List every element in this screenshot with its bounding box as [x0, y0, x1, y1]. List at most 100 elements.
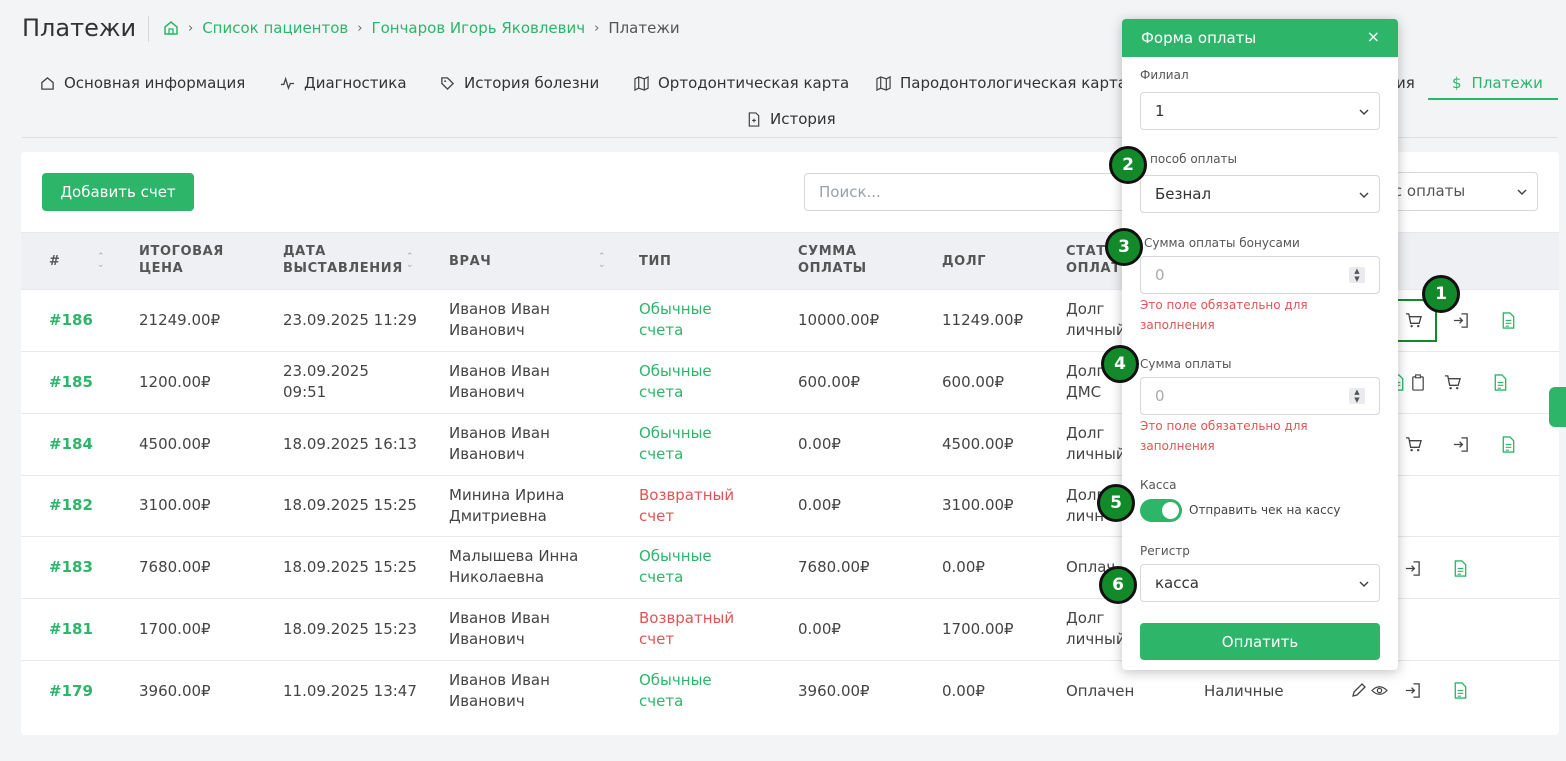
doctor-name: Иванов Иван Иванович [449, 300, 550, 339]
tab-label: История [770, 110, 836, 128]
tab-orthodontic-chart[interactable]: Ортодонтическая карта [634, 72, 849, 94]
pay-button[interactable]: Оплатить [1140, 623, 1380, 660]
step-badge-4: 4 [1101, 345, 1139, 383]
invoice-id-link[interactable]: #184 [49, 434, 93, 453]
search-input[interactable]: Поиск... [804, 173, 1134, 211]
home-icon[interactable] [163, 20, 179, 36]
invoice-id-link[interactable]: #183 [49, 557, 93, 576]
debt-amount: 0.00₽ [942, 681, 985, 700]
invoice-id-link[interactable]: #186 [49, 310, 93, 329]
col-header-debt: ДОЛГ [942, 254, 987, 269]
amount-label: Сумма оплаты [1140, 357, 1232, 371]
col-header-doctor[interactable]: ВРАЧ [449, 254, 492, 269]
document-icon[interactable] [1501, 312, 1519, 330]
tab-diagnostics[interactable]: Диагностика [280, 72, 407, 94]
map-icon [876, 75, 891, 91]
register-select[interactable]: касса [1140, 564, 1380, 602]
sort-icon[interactable]: ⌃ ⌄ [598, 252, 606, 270]
tab-label: Пародонтологическая карта [900, 74, 1127, 92]
payment-status: Долг личн [1066, 485, 1105, 525]
login-icon[interactable] [1404, 560, 1422, 578]
amount-error-message: Это поле обязательно для заполнения [1140, 419, 1308, 453]
tab-label: Диагностика [304, 74, 407, 92]
cart-icon[interactable] [1405, 436, 1423, 454]
col-header-number[interactable]: # [49, 254, 61, 269]
chevron-down-icon [1517, 189, 1527, 196]
breadcrumb-patient-link[interactable]: Гончаров Игорь Яковлевич [371, 19, 586, 37]
payment-status: Долг личный [1066, 300, 1126, 339]
invoice-id-link[interactable]: #185 [49, 372, 93, 391]
number-stepper-icon[interactable]: ▲ ▼ [1349, 267, 1365, 283]
tab-hidden[interactable]: ия [1396, 72, 1415, 94]
invoice-id-link[interactable]: #179 [49, 681, 93, 700]
document-icon[interactable] [1453, 560, 1471, 578]
payment-method-select[interactable]: Безнал [1140, 175, 1380, 213]
tag-icon [441, 76, 455, 90]
clipboard-icon[interactable] [1411, 374, 1429, 392]
chevron-down-icon [1359, 192, 1369, 199]
debt-amount: 1700.00₽ [942, 619, 1014, 638]
branch-label: Филиал [1140, 68, 1189, 82]
chevron-right-icon: › [594, 20, 600, 36]
login-icon[interactable] [1452, 312, 1470, 330]
edit-icon[interactable] [1351, 682, 1369, 700]
login-icon[interactable] [1452, 436, 1470, 454]
breadcrumb-patients-link[interactable]: Список пациентов [202, 19, 349, 37]
doctor-name: Иванов Иван Иванович [449, 362, 550, 401]
amount-input[interactable]: 0 ▲ ▼ [1140, 377, 1380, 415]
col-header-date[interactable]: ДАТА ВЫСТАВЛЕНИЯ [283, 244, 403, 276]
step-badge-3: 3 [1105, 228, 1143, 266]
paid-amount: 3960.00₽ [798, 681, 870, 700]
invoice-id-link[interactable]: #182 [49, 496, 93, 514]
invoice-id-link[interactable]: #181 [49, 619, 93, 638]
tab-periodontal-chart[interactable]: Пародонтологическая карта [876, 72, 1127, 94]
invoice-type: Обычные счета [639, 547, 712, 586]
cart-icon[interactable] [1405, 312, 1423, 330]
tab-main-info[interactable]: Основная информация [40, 72, 245, 94]
invoice-type: Обычные счета [639, 671, 712, 710]
tab-label: Ортодонтическая карта [658, 74, 850, 92]
cart-icon[interactable] [1444, 374, 1462, 392]
step-badge-5: 5 [1097, 484, 1135, 522]
map-icon [634, 75, 649, 91]
send-receipt-toggle[interactable] [1140, 499, 1182, 522]
sort-icon[interactable]: ⌃ ⌄ [97, 252, 105, 270]
home-icon [41, 76, 54, 90]
add-invoice-button[interactable]: Добавить счет [42, 173, 194, 211]
payment-method-value: Безнал [1155, 185, 1212, 203]
table-row [21, 475, 1559, 536]
table-row [21, 536, 1559, 598]
branch-value: 1 [1155, 102, 1165, 120]
payment-status: Оплач [1066, 557, 1116, 576]
payment-status: Долг ДМС [1066, 362, 1105, 401]
table-row [21, 289, 1559, 351]
invoice-date: 18.09.2025 15:25 [283, 496, 417, 514]
paid-amount: 0.00₽ [798, 434, 841, 453]
page-title: Платежи [22, 14, 137, 42]
tab-medical-history[interactable]: История болезни [440, 72, 599, 94]
number-stepper-icon[interactable]: ▲ ▼ [1349, 388, 1365, 404]
document-icon[interactable] [1453, 682, 1471, 700]
tab-payments[interactable]: $ Платежи [1452, 72, 1543, 94]
tab-history[interactable]: История [747, 108, 836, 130]
paid-amount: 600.00₽ [798, 372, 861, 391]
payment-method: Наличные [1204, 681, 1284, 700]
total-price: 3100.00₽ [139, 496, 211, 514]
document-icon[interactable] [1493, 374, 1511, 392]
bonus-amount-label: Сумма оплаты бонусами [1144, 236, 1300, 250]
paid-amount: 7680.00₽ [798, 557, 870, 576]
document-icon[interactable] [1501, 436, 1519, 454]
login-icon[interactable] [1404, 682, 1422, 700]
bonus-error-message: Это поле обязательно для заполнения [1140, 298, 1308, 332]
total-price: 4500.00₽ [139, 434, 211, 453]
bonus-amount-input[interactable]: 0 ▲ ▼ [1140, 256, 1380, 294]
total-price: 21249.00₽ [139, 310, 221, 329]
paid-amount: 0.00₽ [798, 496, 841, 514]
close-icon[interactable]: × [1366, 27, 1380, 46]
view-icon[interactable] [1371, 682, 1389, 700]
branch-select[interactable]: 1 [1140, 92, 1380, 130]
title-divider [148, 16, 149, 42]
sort-icon[interactable]: ⌃ ⌄ [406, 252, 414, 270]
side-settings-tab[interactable] [1549, 387, 1566, 427]
invoice-date: 11.09.2025 13:47 [283, 681, 417, 700]
